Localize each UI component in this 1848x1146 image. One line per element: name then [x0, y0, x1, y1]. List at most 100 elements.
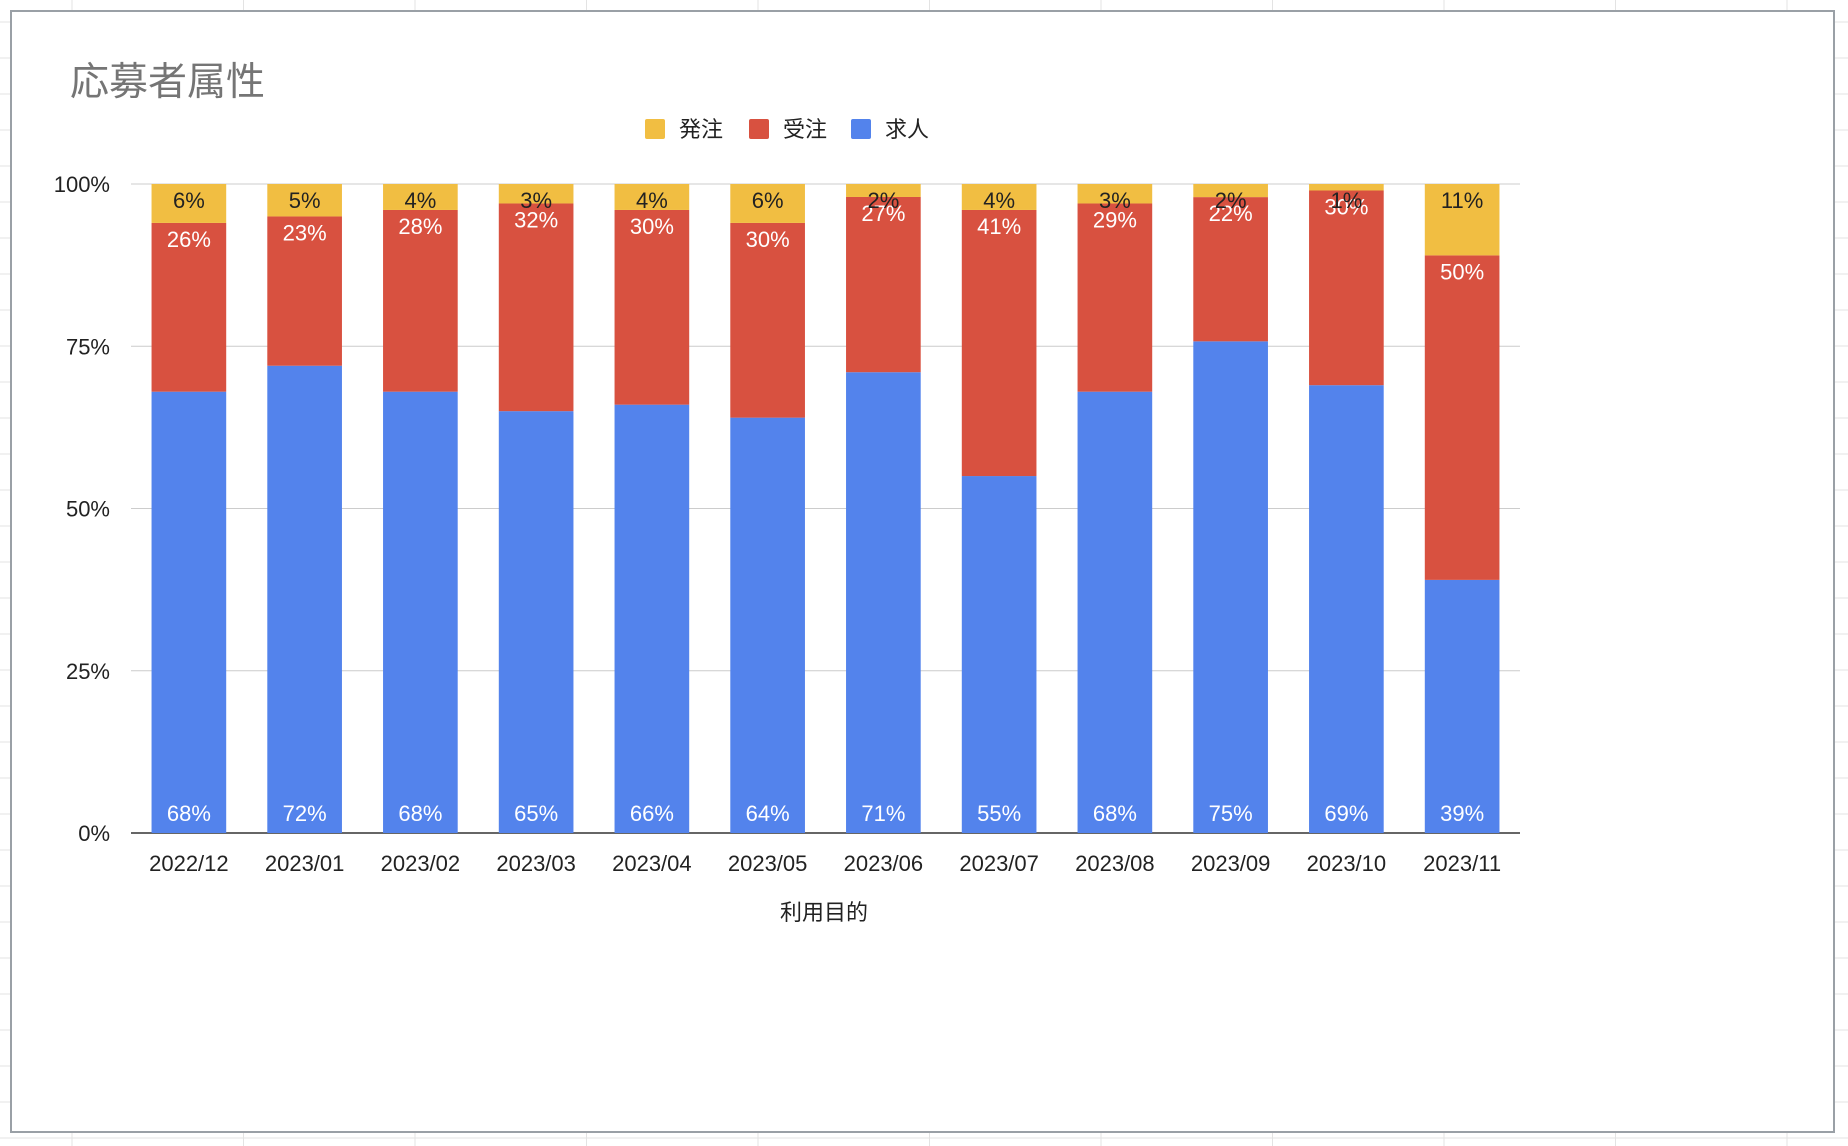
data-label: 39% [1440, 801, 1484, 826]
bar-column-2023/06: 71% 27%2% [846, 184, 921, 833]
data-label: 11% [1441, 188, 1483, 213]
bar-segment-受注[interactable] [961, 209, 1037, 477]
legend-item-0[interactable]: 発注 [645, 118, 723, 143]
data-label: 68% [1093, 801, 1137, 826]
bar-segment-発注[interactable] [498, 184, 574, 204]
gridlines [131, 183, 1520, 834]
bar-segment-受注[interactable] [383, 209, 458, 392]
y-tick-label: 50% [66, 497, 110, 522]
y-tick-label: 100% [54, 172, 110, 197]
legend-swatch [645, 119, 665, 139]
bar-column-2023/03: 65% 32%3% [498, 184, 574, 833]
x-tick-label: 2023/07 [959, 851, 1039, 876]
bar-segment-受注[interactable] [267, 216, 342, 366]
y-axis-ticks: 0% 25% 50% 75% 100% [54, 172, 110, 846]
bar-segment-受注[interactable] [846, 196, 921, 373]
bar-column-2023/02: 68% 28%4% [383, 184, 458, 833]
bar-segment-求人[interactable] [846, 372, 921, 833]
bar-segment-発注[interactable] [961, 184, 1037, 210]
bar-segment-受注[interactable] [1193, 197, 1268, 342]
data-label: 75% [1209, 801, 1253, 826]
legend-label: 求人 [885, 118, 929, 143]
bar-column-2023/07: 55% 41%4% [961, 184, 1037, 833]
bar-segment-受注[interactable] [1424, 255, 1500, 580]
bar-segment-求人[interactable] [730, 417, 805, 833]
y-tick-label: 25% [66, 659, 110, 684]
data-label: 68% [167, 801, 211, 826]
bar-segment-求人[interactable] [1424, 579, 1500, 833]
bar-segment-受注[interactable] [1309, 190, 1384, 386]
bar-segment-受注[interactable] [730, 222, 805, 418]
bar-segment-求人[interactable] [1077, 391, 1153, 833]
data-label: 69% [1324, 801, 1368, 826]
data-label: 6% [173, 188, 205, 213]
bar-segment-求人[interactable] [151, 391, 227, 833]
data-label: 28% [398, 214, 442, 239]
bar-column-2022/12: 68% 26% 6% [151, 184, 227, 833]
bar-segment-発注[interactable] [730, 184, 805, 223]
data-label: 72% [283, 801, 327, 826]
bar-segment-求人[interactable] [383, 391, 458, 833]
data-label: 1% [1330, 188, 1362, 213]
x-tick-label: 2023/03 [496, 851, 576, 876]
data-label: 66% [630, 801, 674, 826]
legend-label: 発注 [679, 118, 723, 143]
data-label: 65% [514, 801, 558, 826]
y-tick-label: 0% [78, 821, 110, 846]
x-tick-label: 2023/01 [265, 851, 345, 876]
bar-segment-求人[interactable] [1193, 341, 1268, 833]
legend-label: 受注 [783, 118, 827, 143]
bar-column-2023/11: 39% 50% 11% [1424, 184, 1500, 833]
data-label: 23% [283, 220, 327, 245]
bar-segment-受注[interactable] [614, 209, 690, 405]
x-tick-label: 2023/11 [1423, 851, 1501, 876]
bar-segment-発注[interactable] [151, 184, 227, 223]
bar-column-2023/04: 66% 30%4% [614, 184, 690, 833]
bar-segment-受注[interactable] [1077, 203, 1153, 392]
bar-segment-発注[interactable] [1424, 184, 1500, 256]
chart-title: 応募者属性 [70, 60, 265, 105]
bar-segment-受注[interactable] [498, 203, 574, 412]
legend-item-1[interactable]: 受注 [749, 118, 827, 143]
data-label: 5% [289, 188, 321, 213]
data-label: 4% [636, 188, 668, 213]
x-tick-label: 2023/02 [381, 851, 461, 876]
legend-swatch [851, 119, 871, 139]
bar-segment-発注[interactable] [846, 184, 921, 197]
data-label: 4% [983, 188, 1015, 213]
bar-column-2023/05: 64% 30% 6% [730, 184, 805, 833]
bar-column-2023/08: 68% 29%3% [1077, 184, 1153, 833]
x-tick-label: 2022/12 [149, 851, 229, 876]
bar-segment-発注[interactable] [267, 184, 342, 217]
bar-segment-発注[interactable] [1077, 184, 1153, 204]
data-label: 22% [1209, 201, 1253, 226]
bar-column-2023/10: 69% 30%1% [1309, 184, 1384, 833]
bar-segment-受注[interactable] [151, 222, 227, 392]
x-tick-label: 2023/08 [1075, 851, 1155, 876]
data-label: 30% [1324, 194, 1368, 219]
bar-segment-求人[interactable] [961, 476, 1037, 833]
bar-segment-求人[interactable] [498, 411, 574, 833]
bar-column-2023/01: 72% 23% 5% [267, 184, 342, 833]
x-axis-ticks: 2022/12 2023/01 2023/02 2023/03 2023/04 2023/… [149, 851, 1501, 876]
bar-segment-発注[interactable] [1309, 184, 1384, 191]
data-label: 2% [867, 188, 899, 213]
bar-segment-求人[interactable] [267, 365, 342, 833]
x-tick-label: 2023/06 [844, 851, 924, 876]
bar-segment-発注[interactable] [383, 184, 458, 210]
bar-segment-求人[interactable] [614, 404, 690, 833]
bar-segment-求人[interactable] [1309, 385, 1384, 833]
data-label: 2% [1215, 188, 1247, 213]
data-label: 3% [1099, 188, 1131, 213]
x-tick-label: 2023/10 [1307, 851, 1387, 876]
bar-column-2023/09: 75% 22%2% [1193, 184, 1268, 833]
x-tick-label: 2023/09 [1191, 851, 1271, 876]
stacked-bar-chart: 応募者属性 発注 受注 求人 0% 25% 50% 75% 100% 68% 26% 6% 72%… [54, 60, 1520, 926]
chart-container[interactable]: 応募者属性 発注 受注 求人 0% 25% 50% 75% 100% 68% 26% 6% 72%… [10, 10, 1835, 1133]
chart-legend[interactable]: 発注 受注 求人 [645, 118, 929, 143]
legend-item-2[interactable]: 求人 [851, 118, 929, 143]
bar-segment-発注[interactable] [614, 184, 690, 210]
x-axis-title: 利用目的 [780, 901, 868, 926]
bar-segment-発注[interactable] [1193, 184, 1268, 198]
data-label: 6% [752, 188, 784, 213]
